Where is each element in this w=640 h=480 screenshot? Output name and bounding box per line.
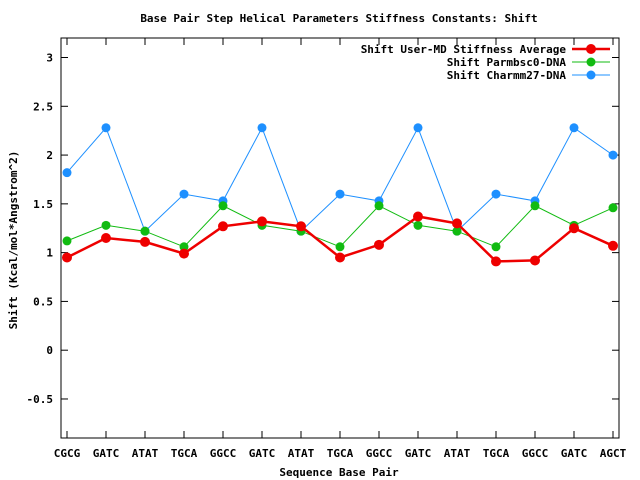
data-point [62, 236, 72, 246]
data-point [140, 236, 150, 247]
data-point [374, 239, 384, 250]
series-line [66, 126, 614, 233]
data-point [413, 211, 423, 222]
y-tick-label: 0.5 [33, 295, 53, 308]
x-tick-label: GATC [249, 447, 276, 460]
data-point [530, 255, 540, 266]
data-point [296, 221, 306, 232]
data-point [491, 189, 501, 199]
data-point [374, 201, 384, 211]
chart-title: Base Pair Step Helical Parameters Stiffn… [140, 12, 537, 25]
data-point [335, 252, 345, 263]
legend-label: Shift Parmbsc0-DNA [447, 56, 567, 69]
x-tick-label: GGCC [366, 447, 393, 460]
x-tick-label: GGCC [210, 447, 237, 460]
data-point [218, 221, 228, 232]
data-point [608, 240, 618, 251]
y-tick-label: 2.5 [33, 100, 53, 113]
data-point [530, 201, 540, 211]
data-point [608, 150, 618, 160]
y-tick-label: -0.5 [27, 393, 54, 406]
x-tick-label: TGCA [171, 447, 198, 460]
data-point [101, 233, 111, 243]
legend-marker [586, 44, 596, 54]
y-tick-label: 1.5 [33, 198, 53, 211]
x-tick-label: GGCC [522, 447, 549, 460]
legend-label: Shift User-MD Stiffness Average [361, 43, 567, 56]
x-axis-label: Sequence Base Pair [279, 466, 399, 479]
x-tick-label: ATAT [132, 447, 159, 460]
data-point [491, 242, 501, 252]
x-tick-label: CGCG [54, 447, 81, 460]
x-tick-label: TGCA [483, 447, 510, 460]
data-point [218, 201, 228, 211]
y-axis: -0.5 0 0.5 1 1.5 2 2.5 3 [27, 52, 619, 406]
series-1 [62, 211, 618, 267]
y-tick-label: 1 [46, 247, 53, 260]
x-tick-label: AGCT [600, 447, 627, 460]
data-point [608, 203, 618, 213]
data-point [452, 226, 462, 236]
data-point [62, 168, 72, 178]
data-point [335, 242, 345, 252]
x-tick-label: ATAT [288, 447, 315, 460]
x-tick-label: GATC [561, 447, 588, 460]
data-point [179, 189, 189, 199]
data-point [491, 256, 501, 267]
data-point [140, 226, 150, 236]
x-tick-label: TGCA [327, 447, 354, 460]
data-point [569, 223, 579, 234]
series-layer [62, 123, 618, 267]
data-point [257, 216, 267, 227]
data-point [62, 252, 72, 263]
x-tick-label: GATC [93, 447, 120, 460]
data-point [179, 242, 189, 252]
data-point [413, 123, 423, 133]
y-tick-label: 0 [46, 344, 53, 357]
y-tick-label: 3 [46, 52, 53, 65]
data-point [569, 123, 579, 133]
legend-label: Shift Charmm27-DNA [447, 69, 567, 82]
data-point [335, 189, 345, 199]
x-tick-label: GATC [405, 447, 432, 460]
data-point [101, 123, 111, 133]
data-point [179, 248, 189, 259]
data-point [413, 220, 423, 230]
data-point [452, 218, 462, 229]
legend-marker [586, 57, 596, 67]
data-point [101, 220, 111, 230]
x-tick-label: ATAT [444, 447, 471, 460]
y-axis-label: Shift (Kcal/mol*Angstrom^2) [7, 151, 20, 330]
legend-marker [586, 70, 596, 80]
y-tick-label: 2 [46, 149, 53, 162]
x-axis: CGCG GATC ATAT TGCA GGCC GATC ATAT TGCA GGCC GATC… [54, 38, 627, 460]
series-3 [62, 123, 618, 236]
data-point [257, 123, 267, 133]
